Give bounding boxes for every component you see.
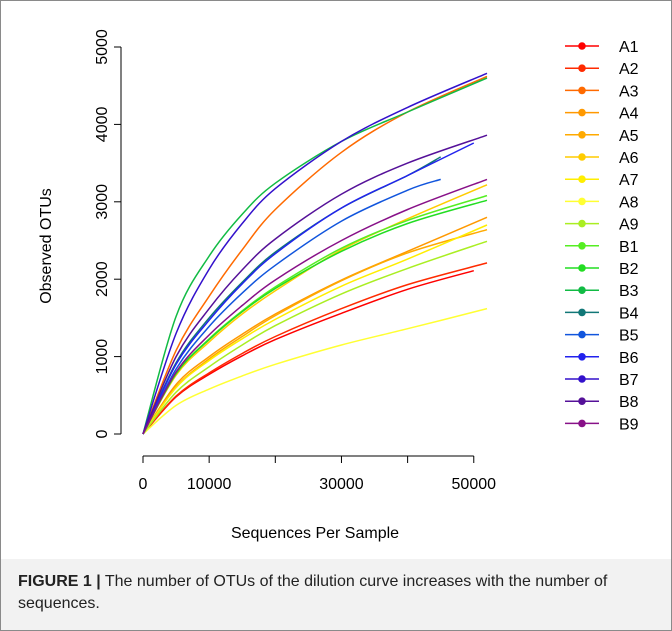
legend-marker-b3 xyxy=(578,286,586,295)
y-axis-label: Observed OTUs xyxy=(38,188,55,304)
legend-marker-a3 xyxy=(578,86,586,95)
legend-label-b9: B9 xyxy=(619,416,639,433)
series-line-b8 xyxy=(142,134,488,435)
legend-marker-a5 xyxy=(578,131,586,139)
series-line-a7 xyxy=(142,224,488,435)
legend-label-a7: A7 xyxy=(619,172,639,189)
legend-marker-b6 xyxy=(578,353,586,361)
series-line-b5 xyxy=(142,178,441,435)
legend-label-a9: A9 xyxy=(619,217,639,234)
legend-marker-a9 xyxy=(578,219,586,228)
series-line-a2 xyxy=(142,262,488,435)
legend-label-b3: B3 xyxy=(619,283,639,300)
x-tick-label: 50000 xyxy=(452,476,497,493)
x-axis: 0 10000 30000 50000 xyxy=(139,455,497,493)
series-line-b1 xyxy=(142,194,488,435)
series-line-b6 xyxy=(142,142,475,435)
legend-label-a3: A3 xyxy=(619,83,639,100)
caption-text: The number of OTUs of the dilution curve… xyxy=(18,573,608,612)
series-line-b7 xyxy=(142,72,488,435)
x-tick-label: 0 xyxy=(139,476,148,493)
series-line-b9 xyxy=(142,178,488,435)
y-tick-label: 2000 xyxy=(94,261,111,297)
legend-marker-a7 xyxy=(578,175,586,183)
legend-label-a1: A1 xyxy=(619,39,639,56)
legend-marker-a1 xyxy=(578,42,586,50)
series-line-a4 xyxy=(142,216,488,435)
legend-marker-b9 xyxy=(578,419,586,428)
y-tick-label: 5000 xyxy=(94,29,111,65)
series-line-b2 xyxy=(142,199,488,435)
series-line-a6 xyxy=(142,184,488,435)
legend-marker-a2 xyxy=(578,64,586,72)
series-line-b3 xyxy=(142,77,488,435)
legend-marker-b5 xyxy=(578,330,586,339)
series-line-a8 xyxy=(142,307,488,435)
legend-label-b6: B6 xyxy=(619,350,639,367)
legend-label-b8: B8 xyxy=(619,394,639,411)
legend-label-b2: B2 xyxy=(619,261,639,278)
legend-marker-a4 xyxy=(578,108,586,117)
legend-marker-b1 xyxy=(578,242,586,250)
legend-label-b7: B7 xyxy=(619,372,639,389)
legend-marker-b4 xyxy=(578,308,586,317)
y-tick-label: 4000 xyxy=(94,107,111,143)
plot-area xyxy=(142,72,488,435)
y-tick-label: 1000 xyxy=(94,339,111,375)
legend-label-b1: B1 xyxy=(619,239,639,256)
caption-box xyxy=(1,559,671,630)
legend: A1 A2 A3 A4 A5 A6 A7 A8 A9 B1 B2 B3 B4 B5 B6 B7 B8 B9 xyxy=(565,39,639,433)
rarefaction-chart: 0 1000 2000 3000 4000 5000 0 10000 30000 50000 S… xyxy=(38,29,639,542)
figure-label: FIGURE 1 | xyxy=(18,573,101,590)
y-axis: 0 1000 2000 3000 4000 5000 xyxy=(94,29,122,438)
legend-label-a6: A6 xyxy=(619,150,639,167)
legend-marker-a8 xyxy=(578,197,586,206)
legend-label-a2: A2 xyxy=(619,61,639,78)
series-line-b4 xyxy=(142,156,442,435)
legend-label-a5: A5 xyxy=(619,128,639,145)
legend-marker-b7 xyxy=(578,375,586,383)
legend-label-b5: B5 xyxy=(619,328,639,345)
legend-marker-b8 xyxy=(578,397,586,406)
y-tick-label: 0 xyxy=(94,429,111,438)
legend-label-b4: B4 xyxy=(619,305,639,322)
series-line-a9 xyxy=(142,240,488,435)
legend-marker-b2 xyxy=(578,264,586,272)
series-line-a5 xyxy=(142,228,488,435)
y-tick-label: 3000 xyxy=(94,184,111,220)
x-tick-label: 10000 xyxy=(187,476,232,493)
legend-label-a8: A8 xyxy=(619,194,639,211)
legend-marker-a6 xyxy=(578,153,586,161)
x-tick-label: 30000 xyxy=(319,476,364,493)
x-axis-label: Sequences Per Sample xyxy=(231,525,399,542)
figure-caption: FIGURE 1 | The number of OTUs of the dil… xyxy=(18,571,648,615)
legend-label-a4: A4 xyxy=(619,106,639,123)
